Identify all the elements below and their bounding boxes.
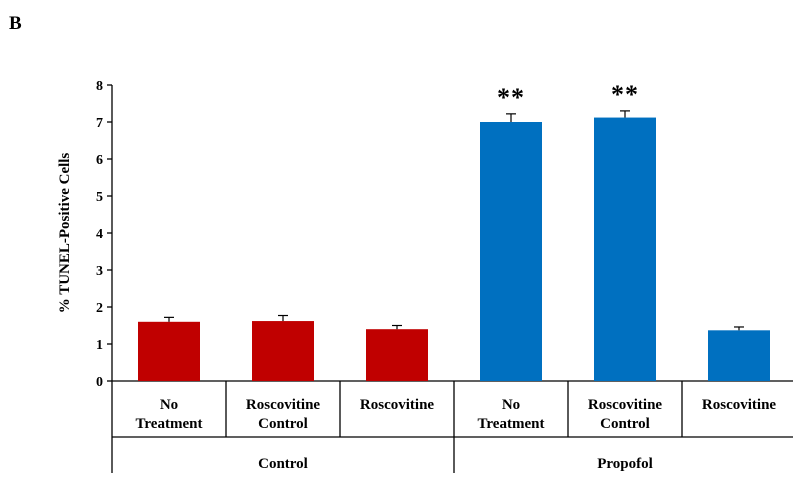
bar-propofol-1 [480,122,542,381]
category-label: Roscovitine [360,397,435,413]
category-label: Control [600,416,650,432]
x-axis: No Treatment Roscovitine Control Roscovitine… [111,380,793,473]
group-label-control: Control [258,456,308,472]
category-label: Roscovitine [702,397,777,413]
category-label: Roscovitine [246,397,321,413]
category-label: Treatment [478,416,545,432]
y-tick-label: 3 [96,264,103,279]
bar-control-2 [252,321,314,381]
y-tick-label: 2 [96,301,103,316]
bar-propofol-2 [594,117,656,381]
y-tick-label: 7 [96,116,103,131]
bar-control-3 [366,329,428,381]
y-tick-label: 1 [96,338,103,353]
category-label: Control [258,416,308,432]
y-tick-label: 6 [96,153,103,168]
category-label: Roscovitine [588,397,663,413]
bar-control-1 [138,321,200,381]
significance-marker: ** [611,80,639,109]
y-ticks: 0 1 2 3 4 5 6 7 8 [96,79,112,390]
group-label-propofol: Propofol [597,456,653,472]
y-axis-title: % TUNEL-Positive Cells [57,153,73,314]
category-label: No [160,397,178,413]
bars: ** ** [138,80,770,381]
category-label: Treatment [136,416,203,432]
significance-marker: ** [497,83,525,112]
y-tick-label: 4 [96,227,103,242]
y-axis: % TUNEL-Positive Cells 0 1 2 3 4 5 6 7 8 [57,79,113,390]
panel-letter: B [9,13,22,34]
category-label: No [502,397,520,413]
y-tick-label: 0 [96,375,103,390]
y-tick-label: 8 [96,79,103,94]
bar-propofol-3 [708,330,770,381]
y-tick-label: 5 [96,190,103,205]
